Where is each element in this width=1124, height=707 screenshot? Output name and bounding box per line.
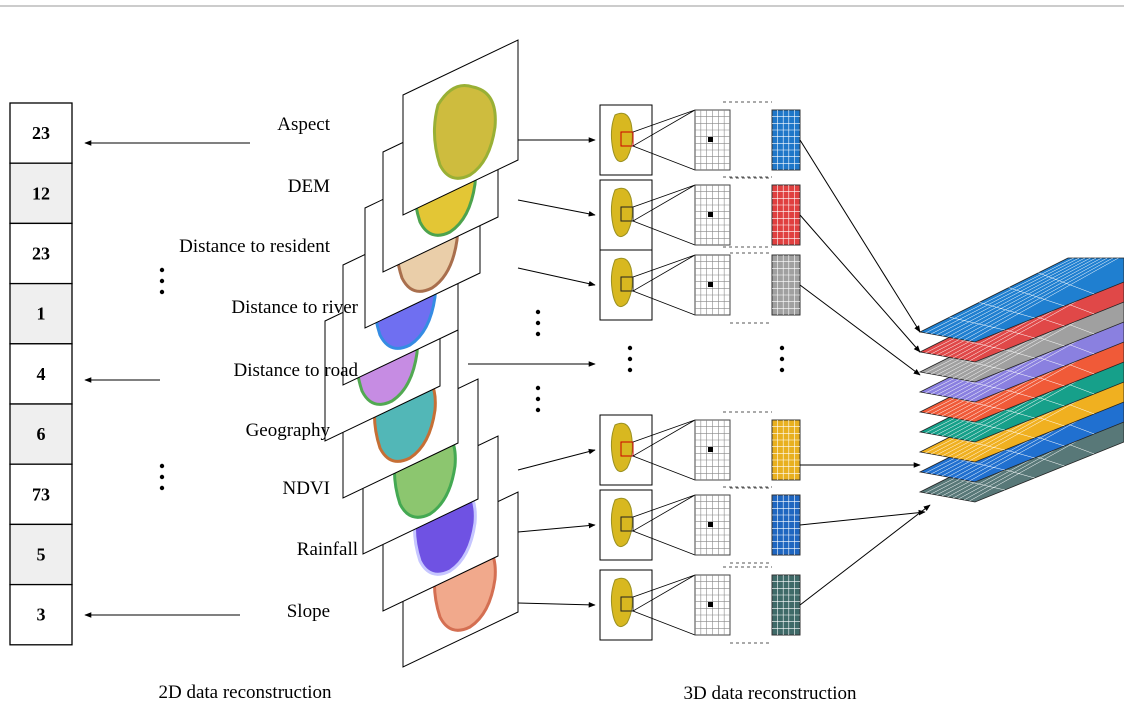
kernel-center: [708, 522, 713, 527]
thumb-map: [611, 188, 632, 236]
ellipsis-dot: [160, 464, 164, 468]
kernel-center: [708, 282, 713, 287]
content: 23 12 23 1 4 6 73 5 3 Aspect DEM Distance to reside…: [10, 40, 1124, 667]
factor-label: DEM: [288, 176, 330, 197]
arrow: [518, 525, 595, 532]
ellipsis-dot: [536, 332, 540, 336]
ellipsis-dot: [536, 321, 540, 325]
thumb-map: [611, 258, 632, 306]
ellipsis-dot: [160, 486, 164, 490]
ellipsis-dot: [780, 368, 784, 372]
arrow: [800, 285, 920, 375]
thumb-map: [611, 578, 632, 626]
cell-value: 23: [32, 123, 50, 143]
factor-label: Rainfall: [297, 539, 358, 560]
factor-label: NDVI: [283, 478, 331, 499]
factor-label: Aspect: [277, 114, 330, 135]
ellipsis-dot: [536, 408, 540, 412]
caption-left: 2D data reconstruction: [158, 682, 332, 703]
kernel-center: [708, 447, 713, 452]
feature-grid: [772, 420, 800, 480]
ellipsis-dot: [628, 346, 632, 350]
ellipsis-dot: [536, 386, 540, 390]
arrow: [518, 603, 595, 605]
arrow: [518, 268, 595, 285]
cell-value: 4: [37, 364, 46, 384]
factor-label: Distance to resident: [179, 236, 331, 257]
feature-grid: [772, 575, 800, 635]
ellipsis-dot: [536, 310, 540, 314]
caption-right: 3D data reconstruction: [683, 683, 857, 704]
thumb-map: [611, 113, 632, 161]
arrow: [518, 200, 595, 215]
thumb-map: [611, 498, 632, 546]
kernel-center: [708, 602, 713, 607]
ellipsis-dot: [160, 268, 164, 272]
ellipsis-dot: [536, 397, 540, 401]
ellipsis-dot: [780, 357, 784, 361]
cell-value: 23: [32, 244, 50, 264]
kernel-center: [708, 212, 713, 217]
factor-label: Geography: [246, 420, 331, 441]
ellipsis-dot: [628, 357, 632, 361]
kernel-center: [708, 137, 713, 142]
factor-label: Slope: [287, 601, 330, 622]
diagram: 23 12 23 1 4 6 73 5 3 Aspect DEM Distance to reside…: [0, 0, 1124, 707]
thumb-map: [611, 423, 632, 471]
ellipsis-dot: [160, 290, 164, 294]
feature-grid: [772, 185, 800, 245]
arrow: [518, 450, 595, 470]
factor-label: Distance to river: [231, 297, 358, 318]
cell-value: 3: [37, 605, 46, 625]
ellipsis-dot: [628, 368, 632, 372]
cell-value: 6: [37, 424, 46, 444]
arrow: [800, 505, 930, 605]
cell-value: 5: [37, 545, 46, 565]
ellipsis-dot: [780, 346, 784, 350]
cell-value: 1: [37, 304, 46, 324]
ellipsis-dot: [160, 279, 164, 283]
feature-grid: [772, 110, 800, 170]
feature-grid: [772, 255, 800, 315]
factor-label: Distance to road: [233, 360, 358, 381]
cell-value: 12: [32, 183, 50, 203]
ellipsis-dot: [160, 475, 164, 479]
cell-value: 73: [32, 484, 50, 504]
feature-grid: [772, 495, 800, 555]
